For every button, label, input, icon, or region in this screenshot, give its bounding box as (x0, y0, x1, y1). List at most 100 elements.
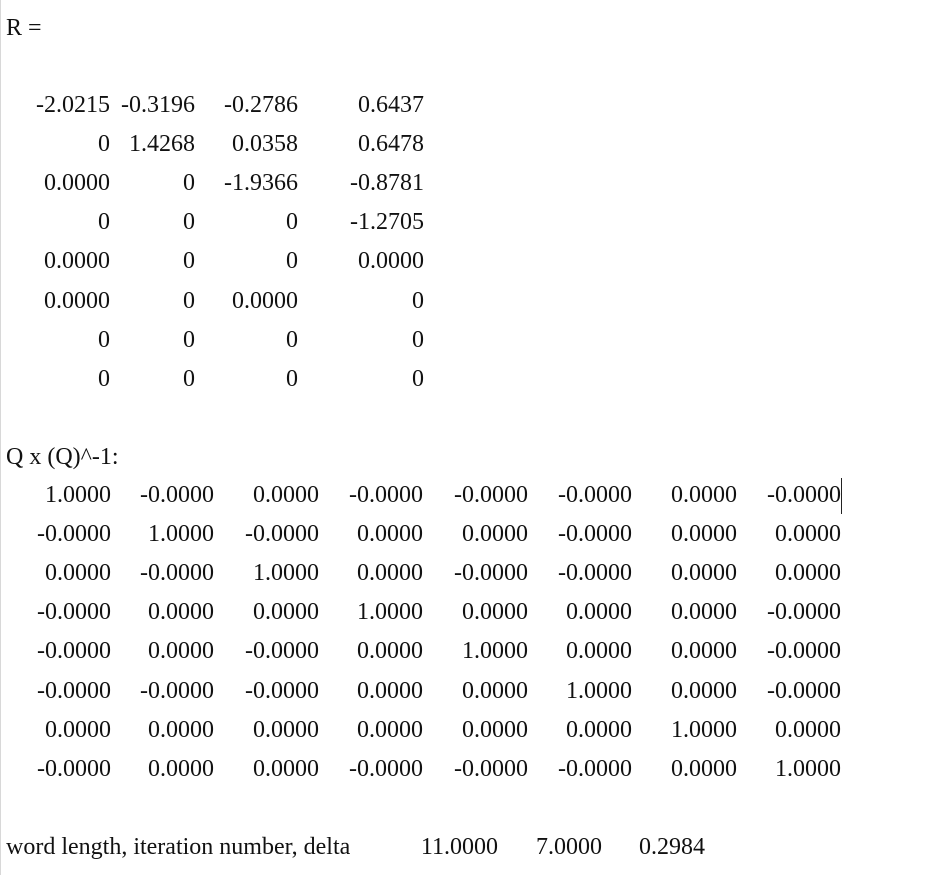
q-matrix-cell: -0.0000 (558, 755, 632, 782)
r-matrix-cell: 1.4268 (129, 131, 195, 158)
q-matrix-cell: 1.0000 (148, 521, 214, 548)
q-matrix-cell: -0.0000 (37, 638, 111, 665)
q-matrix-cell: -0.0000 (37, 521, 111, 548)
q-matrix-cell: -0.0000 (454, 482, 528, 508)
r-matrix-cell: -0.2786 (224, 92, 298, 118)
q-matrix-cell: 0.0000 (357, 560, 423, 587)
r-matrix-cell: 0 (286, 209, 298, 236)
q-matrix-cell: 0.0000 (671, 482, 737, 508)
q-matrix-cell: -0.0000 (140, 560, 214, 587)
q-matrix-cell: -0.0000 (245, 521, 319, 548)
q-matrix-cell: 1.0000 (775, 755, 841, 782)
output-left-border (0, 0, 1, 875)
q-matrix-cell: -0.0000 (37, 755, 111, 782)
q-matrix-cell: -0.0000 (767, 482, 841, 508)
r-matrix-label: R = (6, 15, 42, 41)
r-matrix-cell: -0.8781 (350, 170, 424, 197)
q-matrix-cell: -0.0000 (767, 677, 841, 704)
q-matrix-cell: -0.0000 (140, 482, 214, 508)
r-matrix-cell: 0 (183, 365, 195, 392)
r-matrix-cell: 0 (183, 248, 195, 275)
q-matrix-cell: 0.0000 (462, 599, 528, 626)
q-matrix-cell: 0.0000 (357, 677, 423, 704)
q-matrix-cell: -0.0000 (454, 755, 528, 782)
q-matrix-cell: -0.0000 (349, 482, 423, 508)
q-matrix-cell: -0.0000 (767, 599, 841, 626)
r-matrix-cell: 0 (286, 248, 298, 275)
r-matrix-cell: 0 (286, 365, 298, 392)
q-matrix-cell: 0.0000 (253, 755, 319, 782)
r-matrix-cell: -1.9366 (224, 170, 298, 197)
r-matrix-cell: 0 (183, 209, 195, 236)
q-matrix-cell: 0.0000 (45, 560, 111, 587)
q-matrix-cell: 0.0000 (148, 755, 214, 782)
summary-value-delta: 0.2984 (639, 834, 705, 860)
r-matrix-cell: -0.3196 (121, 92, 195, 118)
q-matrix-cell: -0.0000 (558, 521, 632, 548)
q-matrix-cell: 0.0000 (671, 521, 737, 548)
q-matrix-cell: -0.0000 (140, 677, 214, 704)
r-matrix-cell: 0 (412, 326, 424, 353)
r-matrix-cell: 0 (183, 170, 195, 197)
q-matrix-cell: 1.0000 (45, 482, 111, 508)
q-matrix-cell: 0.0000 (671, 677, 737, 704)
r-matrix-cell: 0.0000 (44, 248, 110, 275)
q-matrix-cell: 0.0000 (462, 677, 528, 704)
q-matrix-cell: 0.0000 (775, 716, 841, 743)
q-matrix-cell: 1.0000 (253, 560, 319, 587)
q-matrix-cell: -0.0000 (245, 638, 319, 665)
r-matrix-cell: 0 (412, 287, 424, 314)
q-matrix-cell: -0.0000 (37, 599, 111, 626)
q-matrix-cell: 0.0000 (148, 638, 214, 665)
r-matrix-cell: 0.0000 (44, 287, 110, 314)
q-matrix-cell: 1.0000 (671, 716, 737, 743)
q-matrix-cell: 0.0000 (566, 716, 632, 743)
q-matrix-cell: 0.0000 (253, 716, 319, 743)
q-matrix-cell: 0.0000 (775, 560, 841, 587)
summary-value-word-length: 11.0000 (420, 834, 498, 860)
r-matrix-cell: 0 (98, 326, 110, 353)
q-matrix-cell: 0.0000 (566, 638, 632, 665)
q-matrix-cell: -0.0000 (245, 677, 319, 704)
q-matrix-cell: -0.0000 (558, 482, 632, 508)
q-matrix-cell: 0.0000 (671, 560, 737, 587)
r-matrix-cell: 0 (98, 365, 110, 392)
q-matrix-cell: -0.0000 (767, 638, 841, 665)
q-matrix-cell: 0.0000 (357, 716, 423, 743)
r-matrix-cell: 0.6478 (358, 131, 424, 158)
r-matrix-cell: 0 (183, 287, 195, 314)
q-matrix-cell: 0.0000 (775, 521, 841, 548)
summary-value-iteration-number: 7.0000 (536, 834, 602, 860)
q-matrix-cell: 0.0000 (45, 716, 111, 743)
r-matrix-cell: 0 (412, 365, 424, 392)
r-matrix-cell: -2.0215 (36, 92, 110, 118)
q-matrix-cell: 1.0000 (566, 677, 632, 704)
q-matrix-cell: 0.0000 (671, 638, 737, 665)
r-matrix-cell: 0.0000 (44, 170, 110, 197)
q-matrix-cell: 0.0000 (148, 599, 214, 626)
q-matrix-cell: 0.0000 (671, 599, 737, 626)
q-matrix-cell: 1.0000 (462, 638, 528, 665)
r-matrix-cell: 0 (98, 131, 110, 158)
r-matrix-cell: -1.2705 (350, 209, 424, 236)
q-matrix-cell: 0.0000 (462, 521, 528, 548)
r-matrix-cell: 0.0000 (232, 287, 298, 314)
r-matrix-cell: 0 (98, 209, 110, 236)
r-matrix-cell: 0 (286, 326, 298, 353)
q-matrix-cell: 0.0000 (566, 599, 632, 626)
q-matrix-cell: 1.0000 (357, 599, 423, 626)
q-matrix-cell: 0.0000 (357, 638, 423, 665)
text-cursor (841, 478, 842, 514)
q-matrix-cell: -0.0000 (454, 560, 528, 587)
q-matrix-cell: 0.0000 (357, 521, 423, 548)
r-matrix-cell: 0 (183, 326, 195, 353)
q-matrix-cell: 0.0000 (148, 716, 214, 743)
q-matrix-cell: -0.0000 (349, 755, 423, 782)
q-matrix-cell: 0.0000 (253, 482, 319, 508)
r-matrix-cell: 0.0358 (232, 131, 298, 158)
q-matrix-label: Q x (Q)^-1: (6, 444, 119, 470)
r-matrix-cell: 0.0000 (358, 248, 424, 275)
q-matrix-cell: 0.0000 (671, 755, 737, 782)
summary-label: word length, iteration number, delta (6, 834, 351, 860)
q-matrix-cell: -0.0000 (558, 560, 632, 587)
